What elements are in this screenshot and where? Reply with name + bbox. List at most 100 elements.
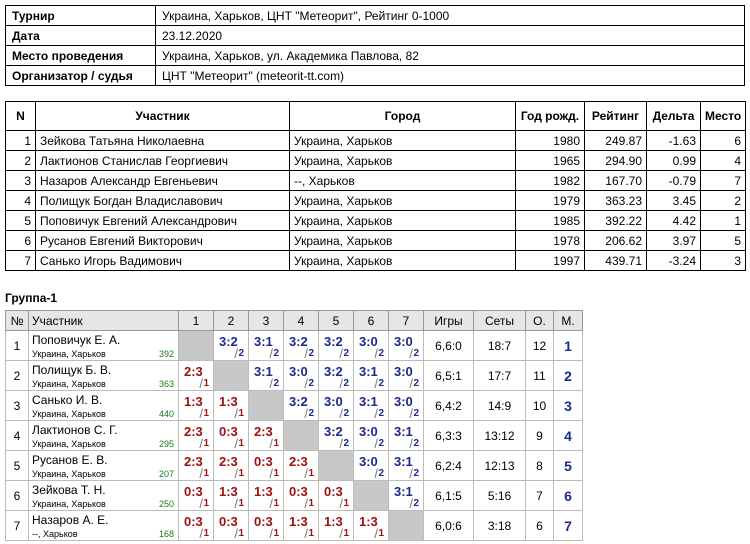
score: 3:2 (324, 334, 343, 349)
cell: Украина, Харьков (289, 250, 516, 271)
score: 0:3 (219, 514, 238, 529)
slash: / (199, 466, 203, 481)
cell: 294.90 (584, 150, 647, 171)
match-points: 1 (273, 468, 279, 479)
player-city: Украина, Харьков (32, 469, 106, 479)
slash: / (339, 436, 343, 451)
player-city: Украина, Харьков (32, 409, 106, 419)
player-rating: 363 (158, 379, 174, 389)
score-cell: 2:3/1 (178, 420, 214, 451)
slash: / (199, 496, 203, 511)
place: 3 (553, 390, 583, 421)
slash: / (269, 526, 273, 541)
self-cell (248, 390, 284, 421)
cell: 7 (700, 170, 746, 191)
score: 3:1 (394, 454, 413, 469)
slash: / (304, 526, 308, 541)
participants-table: N Участник Город Год рожд. Рейтинг Дельта Мест… (5, 101, 746, 271)
score-cell: 2:3/1 (283, 450, 319, 481)
cell: Украина, Харьков (289, 210, 516, 231)
cell: -0.79 (646, 170, 701, 191)
match-points: 2 (413, 468, 419, 479)
info-label: Дата (5, 25, 156, 46)
slash: / (339, 496, 343, 511)
header-cell: 2 (213, 310, 249, 331)
slash: / (374, 346, 378, 361)
score: 0:3 (184, 484, 203, 499)
score-cell: 3:2/2 (283, 330, 319, 361)
points: 10 (525, 390, 554, 421)
slash: / (374, 436, 378, 451)
score: 1:3 (184, 394, 203, 409)
info-label: Организатор / судья (5, 65, 156, 86)
participant-row: 2 Лактионов Станислав Георгиевич Украина, … (5, 150, 746, 171)
header-cell: Игры (423, 310, 474, 331)
match-points: 1 (273, 528, 279, 539)
slash: / (374, 466, 378, 481)
header-cell: 7 (388, 310, 424, 331)
place: 1 (553, 330, 583, 361)
slash: / (339, 376, 343, 391)
score-cell: 3:1/2 (248, 360, 284, 391)
games: 6,2:4 (423, 450, 474, 481)
player-rating: 392 (158, 349, 174, 359)
score-cell: 1:3/1 (353, 510, 389, 541)
slash: / (304, 496, 308, 511)
place: 5 (553, 450, 583, 481)
score: 3:2 (219, 334, 238, 349)
slash: / (409, 346, 413, 361)
match-points: 1 (203, 498, 209, 509)
score: 3:2 (289, 334, 308, 349)
slash: / (199, 526, 203, 541)
sets: 13:12 (473, 420, 526, 451)
player-name: Поповичук Е. А. (32, 333, 121, 347)
match-points: 2 (343, 348, 349, 359)
slash: / (339, 346, 343, 361)
player-rating: 168 (158, 529, 174, 539)
score: 0:3 (254, 454, 273, 469)
info-value: Украина, Харьков, ул. Академика Павлова,… (155, 45, 745, 66)
score-cell: 0:3/1 (248, 450, 284, 481)
participant-row: 5 Поповичук Евгений Александрович Украина,… (5, 210, 746, 231)
player-rating: 250 (158, 499, 174, 509)
participant-row: 1 Зейкова Татьяна Николаевна Украина, Харь… (5, 130, 746, 151)
info-table: Турнир Украина, Харьков, ЦНТ "Метеорит", … (5, 5, 745, 86)
participant-row: 7 Санько Игорь Вадимович Украина, Харьков 1… (5, 250, 746, 271)
score: 3:0 (359, 454, 378, 469)
score: 1:3 (324, 514, 343, 529)
info-label: Турнир (5, 5, 156, 26)
score-cell: 3:2/2 (283, 390, 319, 421)
info-label: Место проведения (5, 45, 156, 66)
cell: 1965 (515, 150, 585, 171)
slash: / (409, 496, 413, 511)
match-points: 2 (413, 438, 419, 449)
row-number: 3 (5, 390, 29, 421)
header-cell: 3 (248, 310, 284, 331)
score-cell: 3:1/2 (388, 420, 424, 451)
match-points: 1 (238, 408, 244, 419)
cell: 2 (5, 150, 36, 171)
score: 3:0 (359, 334, 378, 349)
points: 11 (525, 360, 554, 391)
games: 6,1:5 (423, 480, 474, 511)
score: 3:1 (359, 364, 378, 379)
score: 3:1 (394, 424, 413, 439)
sets: 18:7 (473, 330, 526, 361)
cell: 5 (5, 210, 36, 231)
match-points: 2 (343, 378, 349, 389)
cell: 392.22 (584, 210, 647, 231)
slash: / (269, 466, 273, 481)
cell: 167.70 (584, 170, 647, 191)
cell: 1 (5, 130, 36, 151)
row-number: 4 (5, 420, 29, 451)
score: 0:3 (289, 484, 308, 499)
player: Русанов Е. В. Украина, Харьков 207 (28, 450, 179, 481)
cell: 439.71 (584, 250, 647, 271)
score: 0:3 (219, 424, 238, 439)
participant-row: 4 Полищук Богдан Владиславович Украина, Ха… (5, 190, 746, 211)
slash: / (269, 496, 273, 511)
cell: 1980 (515, 130, 585, 151)
score: 3:0 (289, 364, 308, 379)
slash: / (304, 346, 308, 361)
place: 7 (553, 510, 583, 541)
